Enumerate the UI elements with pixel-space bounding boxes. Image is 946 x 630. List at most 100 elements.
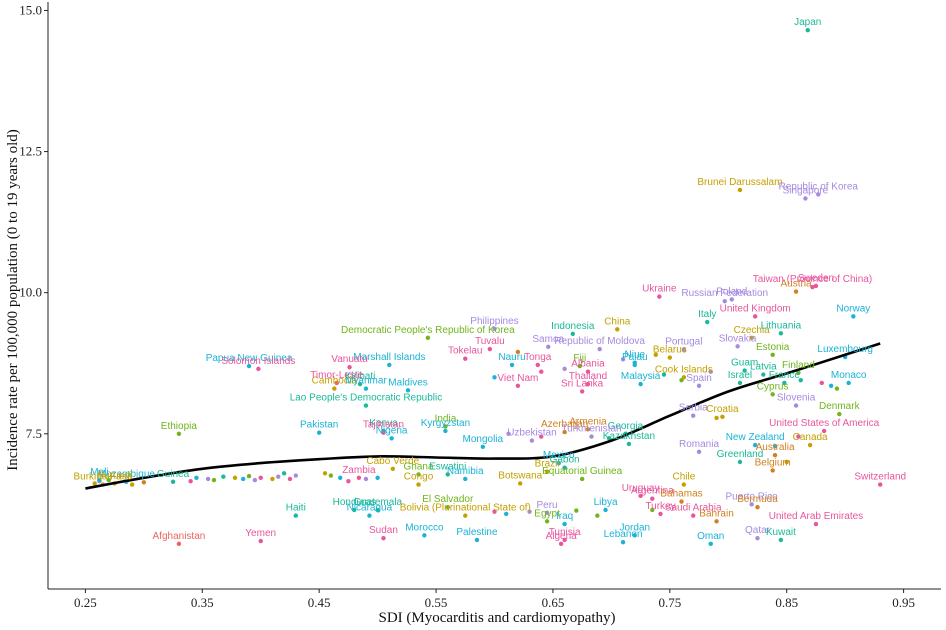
point-label: Botswana	[498, 471, 542, 482]
point-label: Poland	[716, 287, 747, 298]
point-label: Viet Nam	[497, 373, 538, 384]
point-label: Vanuatu	[331, 354, 368, 365]
data-point	[443, 424, 448, 429]
x-axis-title: SDI (Myocarditis and cardiomyopathy)	[378, 610, 615, 626]
data-point	[445, 472, 450, 477]
point-label: Denmark	[819, 401, 861, 412]
data-point	[570, 331, 576, 337]
data-point	[416, 472, 421, 477]
point-label: Uzbekistan	[507, 428, 556, 439]
data-point	[338, 475, 343, 481]
data-point	[638, 381, 643, 387]
trend-line	[85, 342, 881, 490]
data-point	[589, 434, 594, 439]
data-point	[129, 482, 135, 487]
data-point	[352, 507, 357, 513]
data-point	[506, 431, 511, 436]
point-label: Bahrain	[699, 508, 733, 519]
data-point	[778, 537, 784, 543]
point-label: Austria	[781, 279, 813, 290]
point-label: Kyrgyzstan	[421, 418, 470, 429]
point-label: Bahamas	[660, 489, 702, 500]
data-point	[529, 438, 535, 443]
point-label: Chile	[673, 472, 696, 483]
data-point	[544, 469, 550, 474]
point-label: Czechia	[734, 325, 771, 336]
data-point	[363, 476, 369, 482]
point-label: Georgia	[608, 421, 644, 432]
point-label: Zambia	[342, 465, 376, 476]
point-label: Myanmar	[345, 376, 387, 387]
data-point	[846, 380, 851, 386]
data-point	[328, 473, 334, 478]
point-label: Bolivia (Plurinational State of)	[400, 503, 531, 514]
data-point	[603, 507, 608, 513]
point-label: Guinea	[157, 469, 190, 480]
point-label: Croatia	[706, 404, 739, 415]
point-label: Canada	[793, 432, 828, 443]
data-point	[422, 533, 427, 538]
point-label: Palestine	[456, 527, 498, 538]
point-label: Marshall Islands	[353, 352, 425, 363]
data-point	[807, 442, 813, 448]
point-label: Argentina	[631, 486, 674, 497]
data-point	[735, 344, 740, 349]
data-point	[632, 362, 637, 368]
point-label: Equatorial Guinea	[542, 466, 622, 477]
data-point	[445, 504, 450, 510]
data-point	[691, 513, 696, 518]
data-point	[357, 381, 363, 387]
point-label: Saudi Arabia	[665, 503, 722, 514]
point-label: Congo	[404, 472, 434, 483]
data-point	[562, 521, 567, 527]
data-point	[170, 479, 176, 484]
point-label: Luxembourg	[817, 344, 873, 355]
data-point	[515, 383, 521, 389]
point-label: Turkey	[645, 501, 675, 512]
data-point	[577, 363, 583, 369]
data-point	[585, 369, 591, 374]
point-label: Switzerland	[854, 472, 906, 483]
point-label: Lebanon	[604, 529, 643, 540]
data-point	[509, 362, 515, 368]
data-point	[425, 335, 431, 341]
point-label: Lao People's Democratic Republic	[290, 393, 443, 404]
point-label: Yemen	[245, 528, 276, 539]
point-label: Algeria	[546, 531, 578, 542]
data-point	[650, 496, 655, 501]
point-label: Libya	[594, 497, 618, 508]
data-point	[474, 537, 480, 543]
data-point	[322, 471, 328, 476]
data-point	[667, 355, 673, 360]
point-label: Burkina Faso	[74, 472, 133, 483]
data-point	[381, 430, 386, 435]
point-label: Nauru	[498, 352, 525, 363]
point-label: Honduras	[333, 497, 376, 508]
point-label: Tunisia	[549, 527, 581, 538]
point-label: Oman	[697, 531, 724, 542]
data-point	[819, 380, 824, 386]
data-point	[772, 453, 778, 458]
data-point	[813, 283, 819, 289]
data-point	[256, 366, 261, 372]
x-tick-label: 0.75	[658, 595, 681, 610]
data-point	[334, 380, 339, 386]
data-point	[188, 478, 193, 484]
data-point	[546, 344, 551, 350]
point-label: Eswatini	[429, 461, 466, 472]
data-point	[390, 466, 396, 471]
point-label: Jordan	[620, 522, 651, 533]
point-label: Lithuania	[761, 320, 802, 331]
data-point	[539, 434, 544, 439]
data-point	[558, 541, 564, 547]
data-point	[632, 533, 637, 538]
data-point	[492, 509, 497, 514]
point-label: Kuwait	[766, 527, 796, 538]
point-label: Thailand	[569, 371, 607, 382]
point-label: Serbia	[679, 403, 708, 414]
point-label: Norway	[836, 303, 870, 314]
point-label: Ghana	[404, 461, 434, 472]
data-point	[293, 513, 298, 518]
data-point	[737, 187, 743, 193]
